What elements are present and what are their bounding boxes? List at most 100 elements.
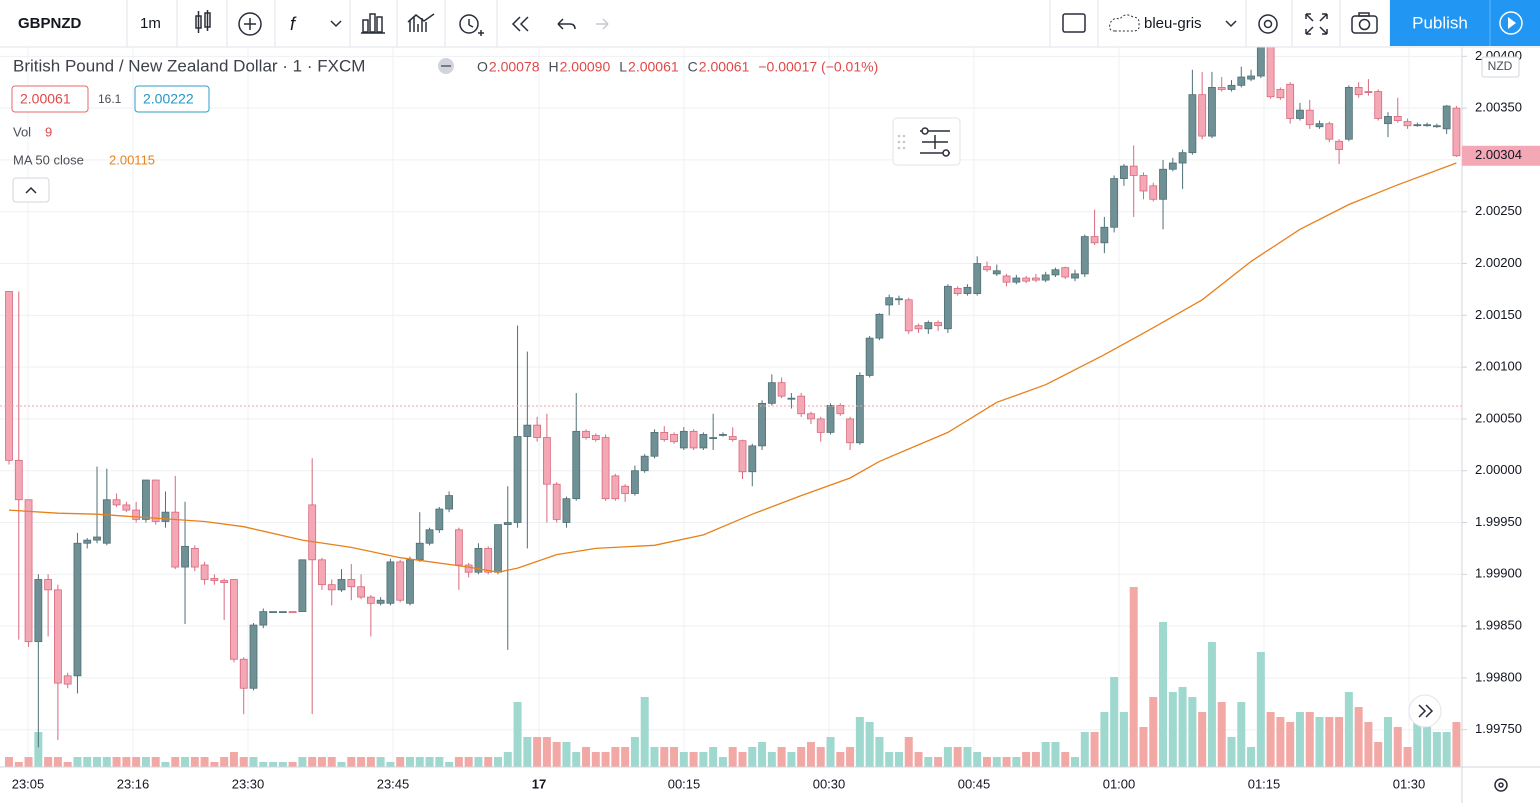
volume-bar <box>1247 747 1256 767</box>
vol-value: 9 <box>45 124 52 139</box>
fullscreen-icon[interactable] <box>1305 13 1328 35</box>
candle-body <box>846 418 854 444</box>
candle-body <box>1442 105 1451 130</box>
ask: 2.00222 <box>143 91 194 107</box>
ask-box[interactable] <box>134 85 210 113</box>
candle-body <box>181 545 189 568</box>
ohlc-key: L <box>619 59 627 75</box>
moving-average <box>8 162 1457 573</box>
candle-body <box>318 559 326 586</box>
volume-bar <box>1237 702 1246 767</box>
indicators-icon[interactable]: f <box>290 14 297 34</box>
candle-body <box>621 485 630 494</box>
volume-bar <box>885 752 894 767</box>
volume-bar <box>660 747 669 767</box>
volume-bar <box>1022 752 1031 767</box>
indicators-menu[interactable] <box>330 20 342 28</box>
volume-bar <box>1413 717 1422 767</box>
candle-body <box>171 511 180 568</box>
volume-bar <box>846 747 855 767</box>
volume-bar <box>24 757 33 767</box>
volume-bar <box>1119 712 1128 767</box>
collapse-button[interactable] <box>12 177 50 203</box>
interval[interactable]: 1m <box>140 15 161 32</box>
volume-bar <box>934 757 943 767</box>
candle-body <box>670 434 678 443</box>
templates-icon[interactable] <box>407 13 435 32</box>
candle-body <box>1071 273 1079 279</box>
x-tick-label: 01:15 <box>1248 776 1281 791</box>
candle-body <box>366 596 375 604</box>
replay-icon[interactable] <box>511 16 529 32</box>
volume-bar <box>415 757 424 767</box>
volume-bar <box>357 757 366 767</box>
volume-bar <box>542 737 551 767</box>
candle-body <box>1198 94 1207 137</box>
candle-body <box>249 624 258 689</box>
volume-bar <box>249 757 258 767</box>
axis-settings[interactable] <box>1494 778 1508 792</box>
volume-bar <box>425 757 434 767</box>
layout-menu[interactable] <box>1225 20 1237 28</box>
volume-bar <box>679 752 688 767</box>
compare-icon[interactable] <box>238 12 262 36</box>
snapshot-icon[interactable] <box>1351 12 1378 34</box>
volume-bar <box>474 757 483 767</box>
volume-bar <box>728 747 737 767</box>
volume-bar <box>435 757 444 767</box>
candle-body <box>337 579 346 591</box>
volume-bar <box>855 717 864 767</box>
candle-type-icon[interactable] <box>195 10 211 33</box>
candle-body <box>719 434 727 436</box>
financials-icon[interactable] <box>361 13 385 34</box>
alert-icon[interactable] <box>459 14 484 36</box>
volume-bar <box>924 757 933 767</box>
candle-body <box>777 382 786 397</box>
volume-bar <box>44 757 53 767</box>
volume-bar <box>816 747 825 767</box>
candle-body <box>347 579 356 588</box>
bid-box[interactable] <box>11 85 89 113</box>
volume-bar <box>963 747 972 767</box>
candle-body <box>983 266 991 271</box>
candle-body <box>807 413 815 420</box>
scroll-icon <box>1418 704 1434 718</box>
candle-body <box>239 658 248 689</box>
volume-bar <box>699 752 708 767</box>
publish-button[interactable] <box>1390 0 1490 46</box>
volume-bar <box>1354 707 1363 767</box>
volume-bar <box>865 722 874 767</box>
volume-bar <box>875 737 884 767</box>
candle-body <box>1374 91 1383 119</box>
candle-body <box>1217 87 1226 90</box>
fullscreen-layout-icon[interactable] <box>1062 13 1086 33</box>
volume-bar <box>1266 712 1275 767</box>
currency-box[interactable] <box>1481 56 1520 78</box>
settings-gear[interactable] <box>1258 14 1278 34</box>
candle-body <box>1227 84 1236 90</box>
candle-body <box>142 479 150 520</box>
volume-bar <box>1051 742 1060 767</box>
volume-bar <box>650 747 659 767</box>
candle-body <box>572 430 581 500</box>
symbol[interactable]: GBPNZD <box>18 15 82 32</box>
volume-bar <box>670 747 679 767</box>
volume-bar <box>1012 757 1021 767</box>
volume-bar <box>904 737 913 767</box>
layout-name[interactable]: bleu-gris <box>1144 15 1202 32</box>
volume-bar <box>973 752 982 767</box>
y-tick-label: 1.99900 <box>1475 566 1522 581</box>
candle-body <box>63 675 72 685</box>
volume-bar <box>806 742 815 767</box>
volume-bar <box>34 732 43 767</box>
cloud-icon[interactable] <box>1109 14 1140 32</box>
spread: 16.1 <box>98 92 122 106</box>
volume-bar <box>1364 722 1373 767</box>
volume-bar <box>533 737 542 767</box>
volume-bar <box>894 752 903 767</box>
undo-icon[interactable] <box>557 18 576 30</box>
volume-bar <box>494 757 502 767</box>
volume-bar <box>992 757 1001 767</box>
x-tick-label: 23:05 <box>12 776 45 791</box>
x-tick-label: 00:30 <box>813 776 846 791</box>
